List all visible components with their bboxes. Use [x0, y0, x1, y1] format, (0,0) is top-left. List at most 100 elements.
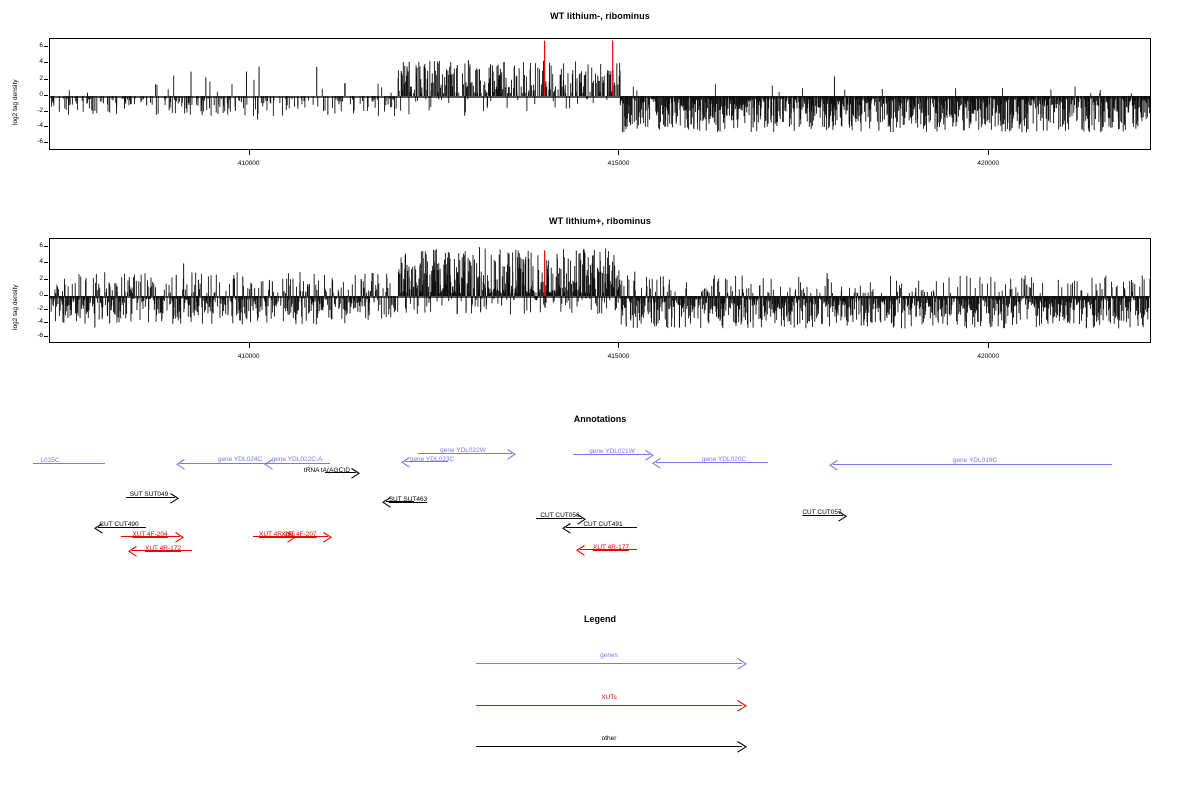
tag-density-bar	[691, 296, 693, 313]
tag-density-bar	[81, 96, 83, 101]
tag-density-bar	[189, 296, 191, 306]
tag-density-bar	[909, 296, 911, 311]
tag-density-bar	[297, 96, 299, 109]
tag-density-bar	[85, 296, 87, 314]
tag-density-bar	[951, 96, 953, 118]
tag-density-bar	[802, 96, 804, 108]
tag-density-bar	[335, 96, 337, 100]
tag-density-bar	[620, 96, 622, 104]
arrow-left-icon	[400, 456, 410, 468]
tag-density-bar	[541, 272, 543, 296]
tag-density-bar	[526, 291, 528, 296]
tag-density-bar	[553, 291, 555, 296]
feature-label: SUT SUT049	[129, 491, 169, 498]
tag-density-bar	[283, 290, 285, 296]
tag-density-bar	[869, 96, 871, 129]
tag-density-bar	[690, 296, 691, 324]
tag-density-bar	[752, 96, 754, 128]
tag-density-bar	[728, 296, 730, 300]
tag-density-bar	[429, 274, 431, 296]
tag-density-bar	[850, 96, 851, 105]
tag-density-bar	[284, 296, 286, 309]
tag-density-bar	[662, 96, 664, 114]
tag-density-bar	[478, 69, 480, 96]
tag-density-bar	[339, 296, 341, 308]
tag-density-bar	[636, 296, 638, 328]
tag-density-bar	[98, 283, 100, 296]
tag-density-bar	[122, 296, 124, 303]
tag-density-bar	[689, 96, 691, 111]
tag-density-bar	[585, 292, 587, 296]
tag-density-bar	[387, 296, 389, 299]
tag-density-bar	[749, 96, 751, 100]
tag-density-bar	[620, 296, 622, 299]
tag-density-bar	[385, 96, 387, 101]
tag-density-bar	[762, 96, 764, 102]
tag-density-bar	[735, 296, 737, 324]
tag-density-bar	[760, 96, 762, 117]
tag-density-bar	[406, 264, 408, 296]
legend-title: Legend	[583, 614, 616, 624]
tag-density-bar	[717, 296, 719, 319]
tag-density-bar	[704, 96, 706, 118]
tag-density-bar	[483, 275, 484, 296]
tag-density-bar	[1077, 96, 1079, 108]
tag-density-bar	[548, 292, 550, 296]
tag-density-bar	[280, 296, 282, 302]
tag-density-bar	[228, 283, 230, 296]
tag-density-bar	[802, 88, 803, 96]
tag-density-bar	[485, 90, 487, 96]
tag-density-bar	[1023, 290, 1025, 296]
tag-density-bar	[498, 290, 500, 296]
tag-density-bar	[701, 296, 703, 309]
tag-density-bar	[659, 296, 660, 321]
tag-density-bar	[386, 277, 388, 296]
tag-density-bar	[95, 282, 96, 296]
tag-density-bar	[1028, 96, 1029, 103]
tag-density-bar	[105, 292, 107, 296]
tag-density-bar	[620, 296, 622, 325]
tag-density-bar	[197, 296, 199, 316]
tag-density-bar	[875, 296, 877, 299]
tag-density-bar	[908, 296, 910, 315]
tag-density-bar	[902, 296, 904, 300]
tag-density-bar	[801, 96, 803, 110]
tag-density-bar	[971, 96, 973, 114]
tag-density-bar	[688, 296, 690, 319]
tag-density-bar	[640, 96, 641, 124]
tag-density-bar	[417, 296, 419, 306]
tag-density-bar	[707, 290, 709, 296]
tag-density-bar	[450, 282, 452, 296]
tag-density-bar	[582, 264, 584, 296]
tag-density-bar	[78, 274, 80, 296]
tag-density-bar	[51, 296, 52, 300]
tag-density-bar	[412, 286, 414, 296]
tag-density-bar	[518, 68, 520, 96]
tag-density-bar	[348, 296, 350, 303]
tag-density-bar	[947, 96, 949, 100]
tag-density-bar	[748, 96, 750, 116]
tag-density-bar	[764, 96, 766, 122]
tag-density-bar	[544, 296, 546, 308]
tag-density-bar	[286, 96, 288, 106]
tag-density-bar	[416, 74, 418, 96]
tag-density-bar	[65, 296, 66, 316]
tag-density-bar	[941, 296, 942, 317]
tag-density-bar	[529, 62, 531, 96]
tag-density-bar	[1034, 296, 1036, 306]
tag-density-bar	[891, 96, 893, 100]
tag-density-bar	[517, 257, 519, 296]
tag-density-bar	[925, 296, 927, 299]
tag-density-bar	[1113, 296, 1115, 324]
tag-density-bar	[391, 296, 393, 305]
tag-density-bar	[54, 296, 56, 322]
tag-density-bar	[981, 96, 983, 102]
tag-density-bar	[578, 253, 580, 296]
tag-density-bar	[725, 296, 727, 311]
tag-density-bar	[439, 284, 441, 296]
tag-density-bar	[1128, 296, 1130, 303]
tag-density-bar	[296, 286, 297, 296]
tag-density-bar	[377, 296, 378, 300]
tag-density-bar	[990, 96, 992, 130]
tag-density-bar	[853, 296, 854, 300]
